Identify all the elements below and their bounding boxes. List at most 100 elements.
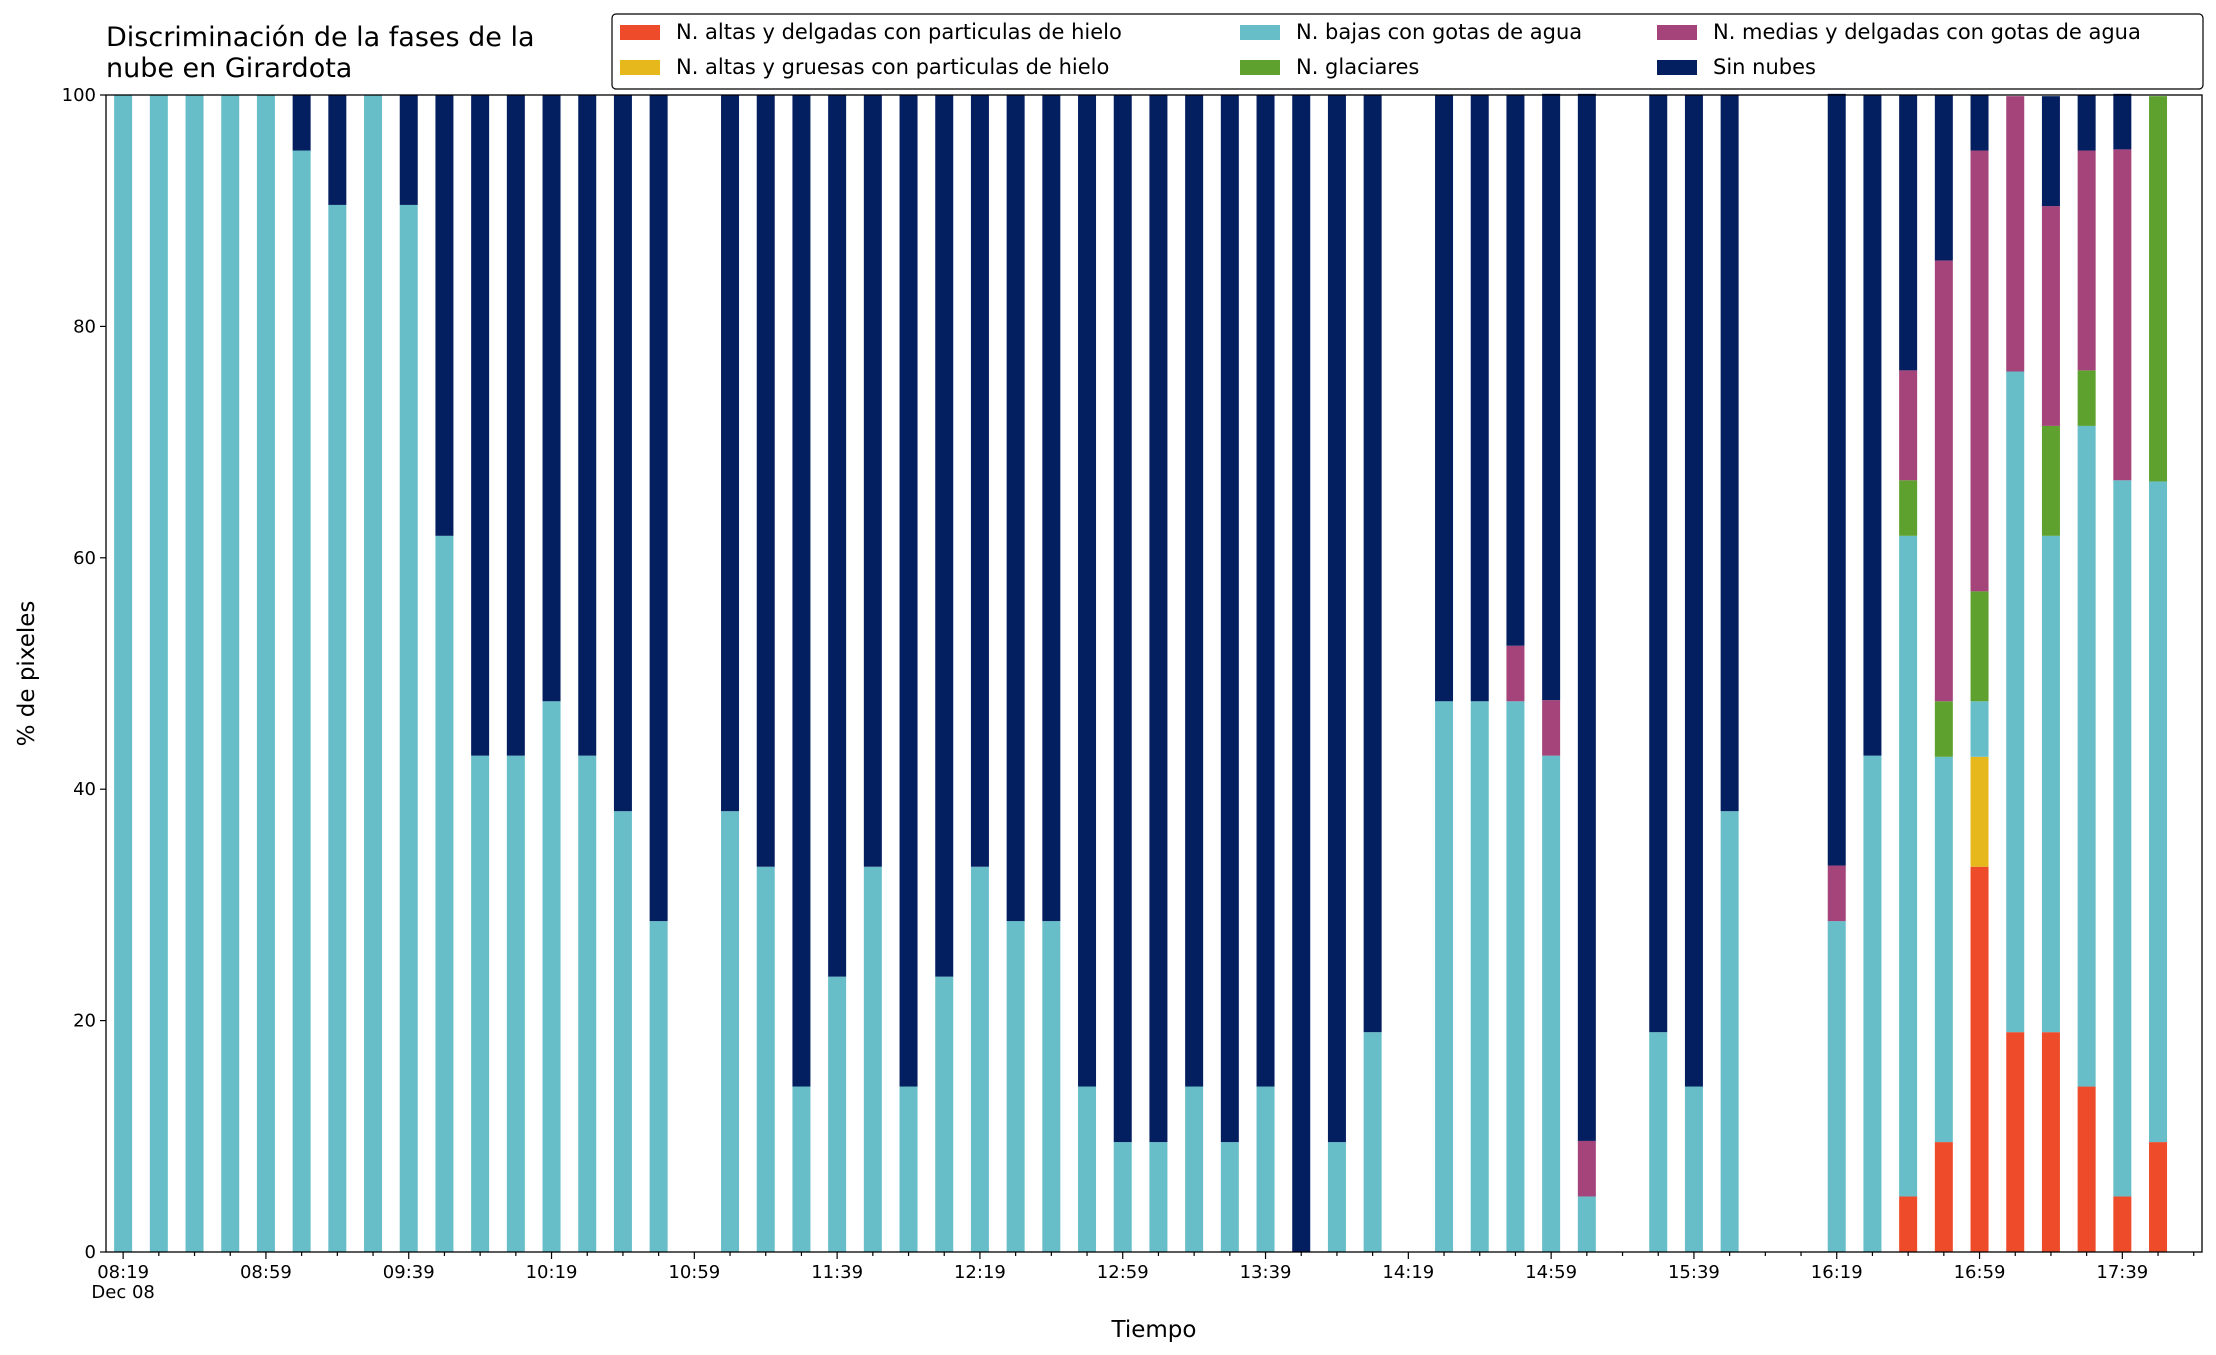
legend-box (611, 13, 2204, 90)
bar-segment (328, 95, 347, 205)
bar-segment (2077, 1086, 2096, 1252)
bar-segment (1220, 1142, 1239, 1252)
bar-segment (1470, 701, 1489, 1252)
bar-segment (613, 95, 632, 812)
bar-segment (2113, 1196, 2132, 1252)
bar-segment (1042, 921, 1061, 1252)
bar-segment (2041, 206, 2060, 426)
bar-segment (1327, 95, 1346, 1143)
bar-segment (863, 866, 882, 1252)
legend-swatch (1657, 25, 1697, 40)
x-tick-label: 08:19 (97, 1262, 149, 1283)
bar-segment (1363, 95, 1382, 1033)
bar-segment (2113, 480, 2132, 1197)
plot-frame (105, 94, 2203, 1253)
bar-segment (1006, 921, 1025, 1252)
bar-segment (399, 204, 418, 1252)
legend-label: N. bajas con gotas de agua (1296, 20, 1582, 44)
legend-label: N. altas y gruesas con particulas de hie… (676, 55, 1109, 79)
bar-segment (435, 535, 454, 1252)
bar-segment (1934, 701, 1953, 757)
bar-segment (1827, 921, 1846, 1252)
bar-segment (792, 95, 811, 1087)
bar-segment (1577, 1196, 1596, 1252)
bar-segment (935, 95, 954, 977)
y-tick-label: 0 (85, 1242, 96, 1263)
bar-segment (1577, 93, 1596, 1141)
bar-segment (1899, 480, 1918, 536)
y-tick-label: 40 (73, 779, 96, 800)
legend-label: N. altas y delgadas con particulas de hi… (676, 20, 1122, 44)
bar-segment (1220, 95, 1239, 1143)
bar-segment (1113, 1142, 1132, 1252)
bar-segment (2077, 95, 2096, 151)
x-tick-label: 12:59 (1097, 1262, 1149, 1283)
bar-segment (364, 95, 383, 1252)
bar-segment (1292, 95, 1311, 1252)
bar-segment (1185, 95, 1204, 1087)
bar-segment (471, 95, 490, 756)
bar-segment (1470, 95, 1489, 702)
bar-segment (2113, 93, 2132, 150)
bar-segment (399, 95, 418, 205)
bar-segment (2149, 481, 2168, 1143)
bar-segment (2077, 425, 2096, 1087)
x-axis-label: Tiempo (1111, 1317, 1197, 1343)
bar-segment (1684, 1086, 1703, 1252)
bar-segment (578, 95, 597, 756)
bar-segment (649, 95, 668, 922)
bar-segment (435, 95, 454, 536)
x-tick-label: 16:59 (1954, 1262, 2006, 1283)
bar-segment (1827, 93, 1846, 866)
x-tick-label: 12:19 (954, 1262, 1006, 1283)
bar-segment (1078, 95, 1097, 1087)
y-tick-label: 80 (73, 316, 96, 337)
bar-segment (578, 755, 597, 1252)
bar-segment (1970, 866, 1989, 1252)
bar-segment (1970, 756, 1989, 867)
bar-segment (899, 95, 918, 1087)
x-tick-label: 16:19 (1811, 1262, 1863, 1283)
bar-segment (542, 95, 561, 702)
bar-segment (2149, 96, 2168, 482)
bar-segment (2041, 96, 2060, 207)
bar-segment (2006, 371, 2025, 1033)
bar-segment (1970, 95, 1989, 151)
bar-segment (613, 811, 632, 1252)
bar-segment (1078, 1086, 1097, 1252)
bar-segment (1506, 701, 1525, 1252)
bar-segment (292, 150, 311, 1252)
bar-segment (1934, 260, 1953, 702)
bar-segment (2077, 370, 2096, 426)
x-tick-label: 14:19 (1382, 1262, 1434, 1283)
bar-segment (1327, 1142, 1346, 1252)
chart-title: Discriminación de la fases de la nube en… (106, 22, 535, 84)
legend-swatch (1657, 60, 1697, 75)
y-tick-label: 100 (62, 85, 96, 106)
bar-segment (1256, 1086, 1275, 1252)
x-tick-label: 09:39 (383, 1262, 435, 1283)
bar-segment (1149, 1142, 1168, 1252)
bar-segment (1934, 1142, 1953, 1252)
y-tick-label: 60 (73, 548, 96, 569)
bar-segment (1149, 95, 1168, 1143)
bar-segment (649, 921, 668, 1252)
bar-segment (970, 95, 989, 867)
bar-segment (328, 204, 347, 1252)
bar-segment (828, 95, 847, 977)
bar-segment (2041, 425, 2060, 536)
x-tick-label: 08:59 (240, 1262, 292, 1283)
bar-segment (899, 1086, 918, 1252)
bar-segment (1863, 95, 1882, 756)
legend-swatch (1240, 25, 1280, 40)
bar-segment (114, 95, 133, 1252)
legend-swatch (620, 25, 660, 40)
legend-swatch (620, 60, 660, 75)
bar-segment (1970, 150, 1989, 592)
bar-segment (792, 1086, 811, 1252)
bar-segment (1542, 93, 1561, 701)
bar-segment (1934, 95, 1953, 261)
x-tick-label: 15:39 (1668, 1262, 1720, 1283)
bar-segment (1899, 370, 1918, 481)
